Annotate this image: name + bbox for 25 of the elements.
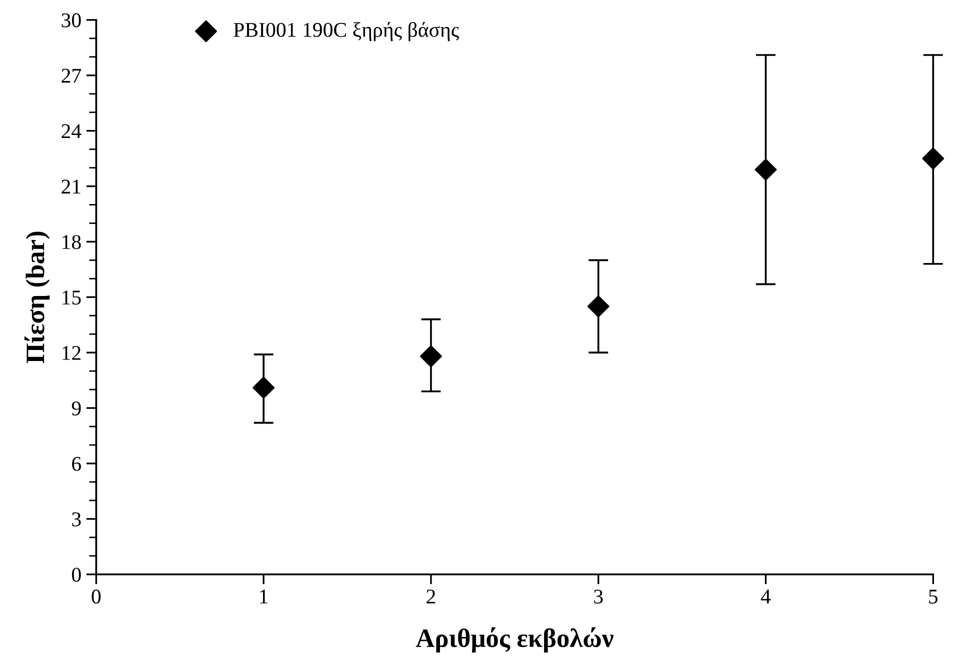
y-tick-label: 3 [72, 512, 81, 526]
y-tick-label: 0 [72, 568, 81, 582]
x-tick-label: 0 [92, 590, 101, 604]
point [252, 376, 275, 399]
x-tick-label: 4 [760, 590, 771, 604]
y-tick-label: 18 [62, 235, 81, 250]
y-tick-label: 12 [62, 346, 80, 360]
y-tick-label: 30 [62, 13, 81, 28]
x-tick-label: 1 [260, 590, 268, 604]
y-tick-label: 27 [62, 68, 82, 83]
y-tick-label: 21 [62, 180, 80, 194]
legend-label: PBI001 190C ξηρής βάσης [234, 22, 459, 42]
point [587, 295, 610, 318]
x-tick-label: 5 [929, 590, 938, 604]
point [420, 345, 442, 368]
x-axis-title: Αριθμός εκβολών [416, 627, 614, 653]
y-axis-title: Πίεση (bar) [24, 232, 50, 364]
x-tick-label: 3 [594, 590, 603, 604]
x-tick-label: 2 [426, 590, 436, 604]
point [922, 148, 944, 170]
y-tick-label: 6 [72, 456, 81, 471]
y-tick-label: 9 [72, 401, 81, 416]
y-tick-label: 15 [62, 290, 81, 305]
y-tick-label: 24 [62, 124, 82, 138]
point [754, 158, 777, 181]
